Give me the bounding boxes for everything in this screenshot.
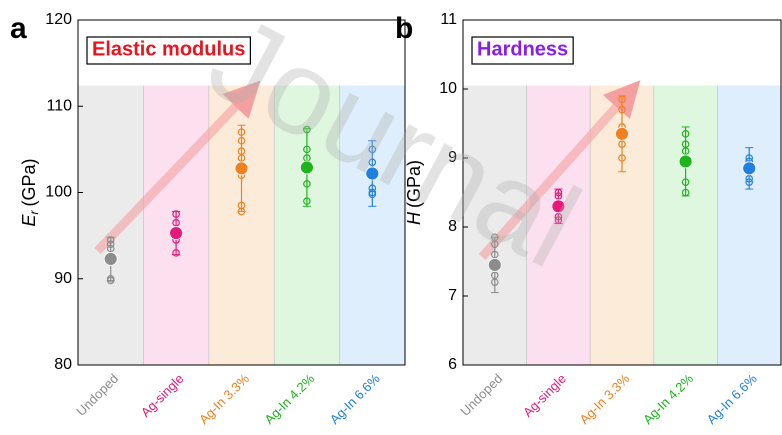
chart-title: Hardness — [477, 38, 568, 60]
sample-point — [368, 190, 377, 199]
mean-point — [234, 161, 249, 176]
y-tick-label: 120 — [45, 11, 72, 28]
title-box — [86, 36, 251, 65]
panel-label: b — [395, 12, 413, 45]
sample-point — [490, 240, 499, 249]
x-tick-label: Ag-In 3.3% — [576, 371, 632, 427]
sample-point — [106, 236, 115, 244]
y-tick-label: 10 — [439, 80, 457, 97]
x-tick-label: Ag-In 6.6% — [327, 371, 383, 427]
trend-arrow — [478, 80, 641, 260]
sample-point — [237, 154, 246, 162]
sample-point — [303, 125, 311, 134]
title-box — [471, 36, 574, 65]
plot-frame — [462, 19, 782, 366]
sample-point — [618, 95, 626, 104]
sample-point — [554, 192, 563, 200]
sample-point — [106, 276, 115, 285]
sample-point — [554, 216, 563, 224]
sample-point — [172, 249, 180, 257]
mean-point — [551, 199, 566, 214]
sample-point — [554, 188, 563, 197]
x-tick-label: Ag-In 6.6% — [704, 371, 760, 427]
sample-point — [745, 174, 754, 183]
mean-point — [169, 226, 184, 240]
category-band — [717, 85, 781, 366]
sample-point — [681, 147, 690, 155]
y-tick-label: 80 — [54, 356, 72, 373]
x-tick-label: Ag-In 3.3% — [196, 371, 252, 427]
x-tick-label: Undoped — [457, 371, 505, 419]
sample-point — [490, 278, 499, 287]
y-tick-label: 7 — [448, 287, 457, 304]
mean-point — [487, 258, 502, 272]
x-tick-label: Ag-In 4.2% — [640, 371, 696, 427]
sample-point — [618, 105, 626, 114]
sample-point — [745, 154, 754, 162]
y-label-subscript: r — [27, 210, 41, 215]
mean-point — [615, 126, 629, 141]
panel-label: a — [10, 12, 27, 45]
sample-point — [303, 180, 311, 188]
sample-point — [237, 128, 246, 136]
y-tick-label: 90 — [54, 270, 72, 287]
sample-point — [303, 145, 311, 154]
chart-title: Elastic modulus — [92, 38, 245, 60]
sample-point — [172, 210, 180, 218]
sample-point — [554, 212, 563, 221]
sample-point — [303, 197, 311, 205]
x-tick-label: Ag-single — [520, 371, 569, 420]
y-axis-label: Er (GPa) — [19, 158, 41, 226]
sample-point — [618, 140, 626, 149]
x-tick-label: Ag-single — [138, 371, 187, 420]
sample-point — [368, 158, 377, 167]
y-axis-label: H (GPa) — [404, 160, 424, 225]
y-tick-label: 9 — [448, 149, 457, 166]
category-band — [526, 85, 591, 366]
mean-point — [365, 166, 380, 181]
y-tick-label: 100 — [45, 184, 72, 201]
mean-point — [299, 160, 314, 175]
y-tick-label: 6 — [448, 356, 457, 373]
sample-point — [490, 250, 499, 259]
x-tick-label: Ag-In 4.2% — [261, 371, 317, 427]
y-label-symbol: E — [19, 214, 39, 227]
sample-point — [618, 154, 626, 162]
category-band — [78, 85, 144, 366]
sample-point — [681, 178, 690, 186]
sample-point — [106, 240, 115, 249]
y-label-unit: (GPa) — [404, 160, 424, 208]
y-tick-label: 8 — [448, 218, 457, 235]
sample-point — [368, 145, 377, 154]
sample-point — [237, 207, 246, 216]
sample-point — [237, 136, 246, 145]
trend-arrow — [94, 80, 261, 255]
mean-point — [742, 161, 757, 176]
category-band — [339, 85, 405, 366]
y-tick-label: 110 — [46, 97, 72, 114]
sample-point — [172, 218, 180, 227]
sample-point — [681, 130, 690, 138]
plot-frame — [77, 19, 406, 366]
x-tick-label: Undoped — [73, 371, 121, 419]
sample-point — [106, 244, 115, 253]
sample-point — [745, 178, 754, 186]
y-tick-label: 11 — [440, 11, 457, 28]
y-label-symbol: H — [404, 211, 424, 225]
mean-point — [103, 252, 118, 266]
sample-point — [681, 188, 690, 197]
y-label-unit: (GPa) — [19, 158, 39, 206]
mean-point — [678, 154, 693, 169]
